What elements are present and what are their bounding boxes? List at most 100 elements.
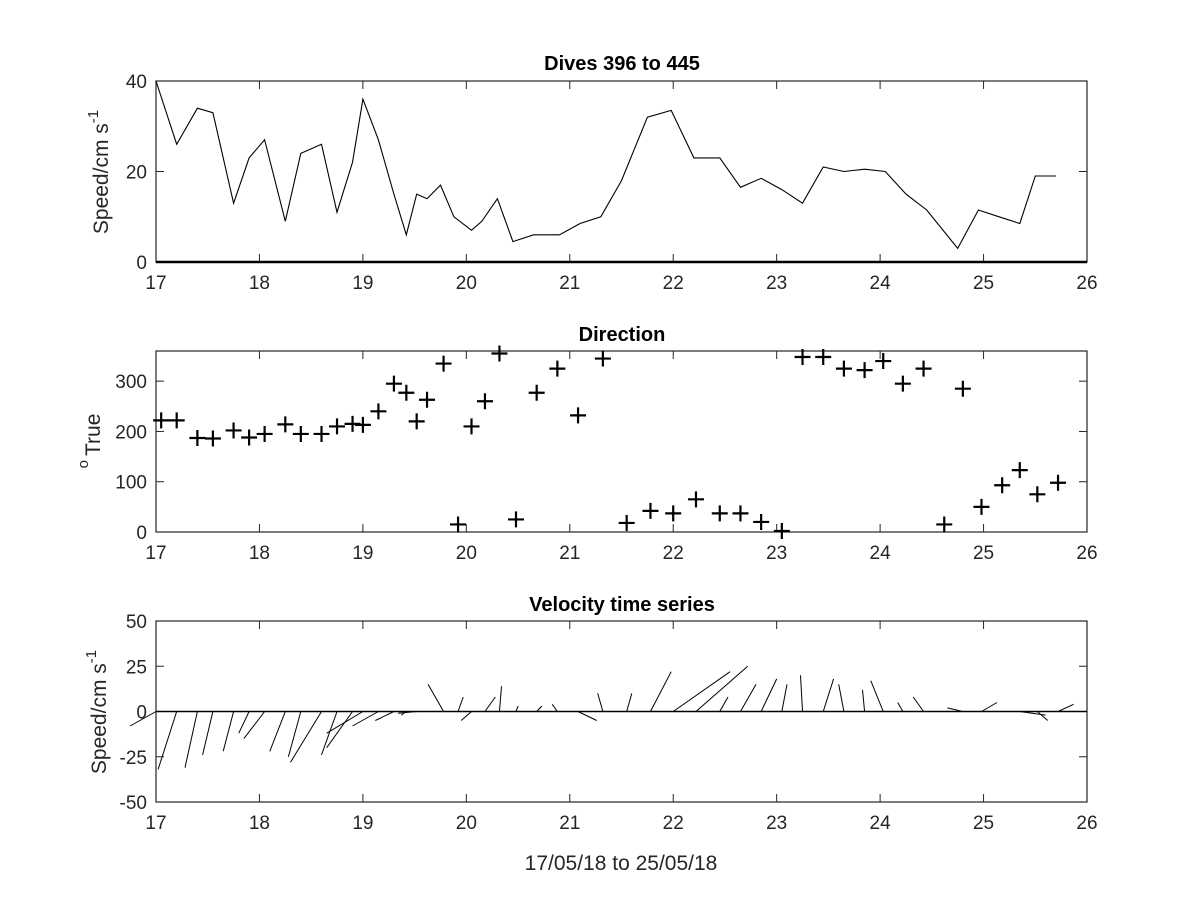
direction-x-tick-label: 25: [973, 543, 994, 564]
direction-marker: [292, 425, 309, 442]
speed-x-tick-label: 17: [145, 273, 166, 294]
direction-marker: [329, 418, 346, 435]
direction-marker: [168, 412, 185, 429]
velocity-stick: [760, 678, 778, 712]
direction-x-tick-label: 22: [663, 543, 684, 564]
velocity-y-axis-label: Speed/cm s-1: [83, 650, 111, 774]
direction-marker: [665, 505, 682, 522]
velocity-stick: [427, 684, 445, 712]
direction-marker: [225, 422, 242, 439]
speed-x-tick-label: 22: [663, 273, 684, 294]
direction-marker: [435, 355, 452, 372]
direction-marker: [773, 522, 790, 539]
direction-marker: [549, 360, 566, 377]
velocity-stick: [838, 684, 845, 712]
direction-marker: [463, 418, 480, 435]
velocity-stick: [981, 702, 998, 712]
direction-marker: [954, 380, 971, 397]
velocity-y-tick-label: -25: [120, 748, 147, 769]
direction-y-axis-label-text: True: [82, 414, 105, 456]
direction-marker: [687, 491, 704, 508]
velocity-x-tick-label: 18: [249, 813, 270, 834]
velocity-stick: [484, 696, 496, 712]
direction-x-tick-label: 26: [1076, 543, 1097, 564]
velocity-stick: [672, 671, 731, 712]
speed-panel: Dives 396 to 445 Speed/cm s-1 17 18 19 20 21…: [85, 53, 1098, 294]
speed-x-tick-label: 24: [870, 273, 892, 294]
velocity-stick: [695, 665, 749, 712]
velocity-stick: [326, 711, 353, 748]
velocity-stick: [740, 684, 757, 712]
velocity-stick: [498, 686, 502, 712]
velocity-x-tick-label: 23: [766, 813, 787, 834]
velocity-x-tick-label: 25: [973, 813, 994, 834]
velocity-stick: [781, 684, 788, 712]
velocity-stick: [460, 711, 472, 721]
svg-text:Speed/cm s-1: Speed/cm s-1: [83, 650, 111, 774]
velocity-stick: [129, 711, 157, 727]
velocity-x-tick-label: 24: [870, 813, 892, 834]
direction-marker: [815, 349, 832, 366]
velocity-stick: [870, 680, 884, 712]
speed-x-tick-label: 26: [1076, 273, 1097, 294]
direction-marker: [354, 416, 371, 433]
velocity-x-tick-label: 17: [145, 813, 166, 834]
direction-x-tick-label: 19: [352, 543, 373, 564]
velocity-stick: [650, 671, 672, 712]
velocity-stick: [577, 711, 597, 721]
velocity-stick: [157, 711, 178, 770]
velocity-panel: Velocity time series Speed/cm s-1 17/05/…: [83, 594, 1098, 875]
direction-marker: [711, 505, 728, 522]
speed-y-axis-label-exponent: -1: [85, 110, 102, 123]
speed-panel-title: Dives 396 to 445: [544, 53, 700, 75]
velocity-stick: [398, 711, 417, 714]
velocity-y-axis-label-text: Speed/cm s: [88, 663, 111, 774]
velocity-stick: [269, 711, 286, 752]
velocity-stick: [287, 711, 302, 757]
velocity-stick: [321, 711, 338, 756]
direction-marker: [204, 430, 221, 447]
direction-marker: [936, 516, 953, 533]
speed-y-tick-label: 0: [136, 253, 147, 274]
speed-x-tick-label: 25: [973, 273, 994, 294]
velocity-y-axis-label-exponent: -1: [83, 650, 100, 663]
direction-marker: [507, 511, 524, 528]
direction-panel-title: Direction: [579, 324, 666, 346]
direction-marker: [419, 391, 436, 408]
velocity-y-tick-label: 50: [126, 612, 147, 633]
svg-text:oTrue: o True: [75, 414, 105, 469]
direction-marker: [753, 513, 770, 530]
velocity-stick: [551, 704, 558, 712]
velocity-stick: [800, 675, 804, 712]
velocity-stick: [352, 711, 379, 727]
velocity-y-tick-label: -50: [120, 793, 147, 814]
velocity-x-tick-label: 26: [1076, 813, 1097, 834]
direction-marker: [1029, 486, 1046, 503]
speed-y-tick-label: 40: [126, 72, 147, 93]
direction-y-tick-label: 200: [115, 422, 147, 443]
velocity-stick: [222, 711, 235, 752]
direction-marker: [277, 416, 294, 433]
velocity-stick: [375, 711, 395, 721]
velocity-stick: [536, 705, 543, 712]
velocity-stick: [912, 696, 924, 712]
direction-marker: [491, 345, 508, 362]
speed-x-tick-label: 20: [456, 273, 477, 294]
direction-y-axis-label-prefix: o: [75, 460, 92, 468]
speed-x-tick-label: 23: [766, 273, 787, 294]
velocity-stick: [897, 702, 904, 712]
direction-marker: [189, 429, 206, 446]
direction-marker: [915, 360, 932, 377]
direction-marker: [994, 477, 1011, 494]
direction-y-axis-label: o True: [75, 414, 105, 469]
direction-marker: [594, 350, 611, 367]
velocity-stick: [862, 689, 866, 712]
velocity-x-tick-label: 22: [663, 813, 684, 834]
direction-marker: [642, 502, 659, 519]
direction-x-tick-label: 17: [145, 543, 166, 564]
direction-marker: [794, 349, 811, 366]
velocity-stick: [719, 696, 729, 712]
direction-marker: [476, 393, 493, 410]
